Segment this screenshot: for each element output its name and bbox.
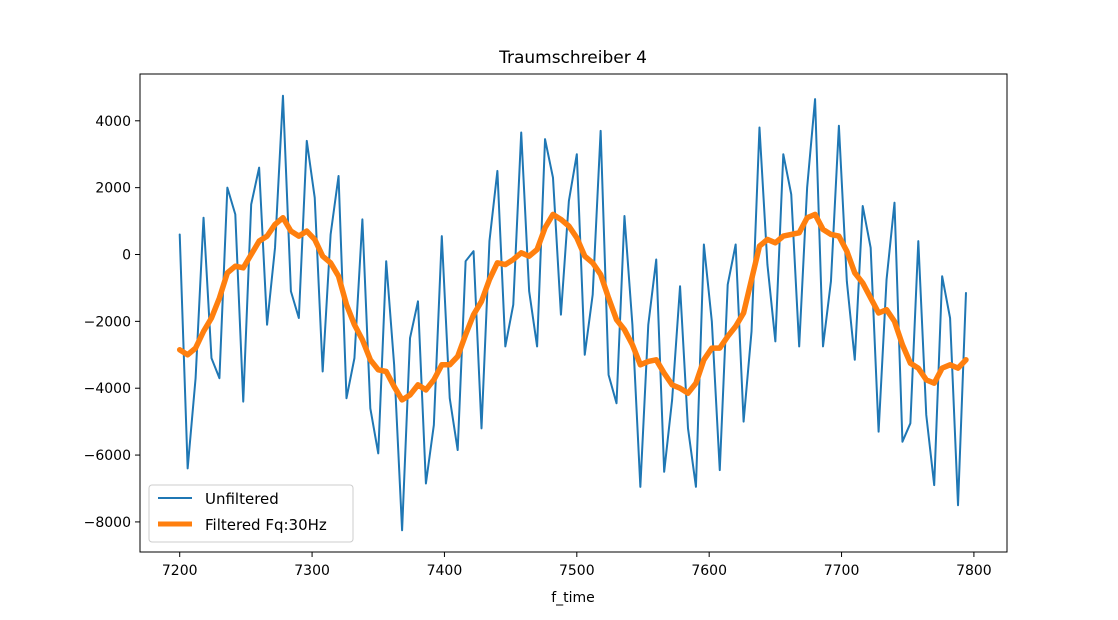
x-axis-label: f_time [551,590,595,606]
legend-box [148,484,354,543]
y-tick-label: 4000 [95,114,131,130]
y-tick-label: 2000 [95,181,131,197]
y-tick-label: −6000 [84,448,131,464]
x-tick-label: 7300 [294,563,330,579]
ticks-layer: 7200 7300 7400 7500 7600 7700 7800 −8000 −6000 −4… [84,114,992,579]
series-layer [176,94,969,532]
y-tick-label: 0 [122,248,131,264]
plot-frame [139,73,1008,553]
legend-label-unfiltered: Unfiltered [205,490,279,508]
series-line-filtered [176,211,969,403]
x-tick-label: 7200 [162,563,198,579]
chart-title: Traumschreiber 4 [498,48,647,68]
x-tick-label: 7500 [559,563,595,579]
y-tick-label: −8000 [84,515,131,531]
legend-label-filtered: Filtered Fq:30Hz [205,516,327,534]
x-tick-label: 7700 [824,563,860,579]
x-tick-label: 7400 [427,563,463,579]
y-tick-label: −4000 [84,381,131,397]
x-tick-label: 7800 [956,563,992,579]
legend: Unfiltered Filtered Fq:30Hz [148,484,354,543]
series-line-unfiltered [178,94,967,532]
y-tick-label: −2000 [84,314,131,330]
x-tick-label: 7600 [691,563,727,579]
